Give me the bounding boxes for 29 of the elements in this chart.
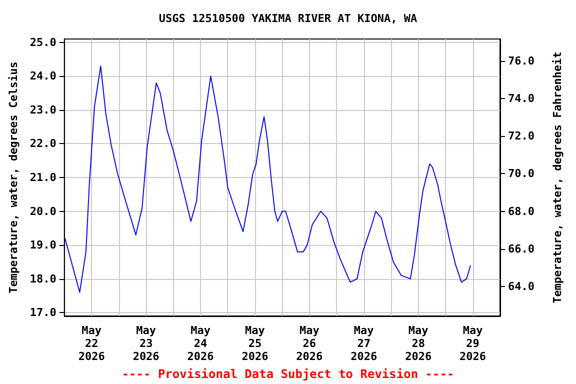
y-tick-label: 19.0 — [30, 238, 56, 252]
y-tick-label: 18.0 — [30, 272, 56, 286]
y-tick-label: 25.0 — [30, 36, 56, 49]
x-tick-label: May 25 2026 — [242, 324, 269, 363]
y2-tick-label: 66.0 — [508, 242, 534, 256]
y-tick-label: 24.0 — [30, 70, 56, 83]
y-tick-label: 21.0 — [30, 171, 56, 184]
x-tick-label: May 26 2026 — [296, 324, 324, 363]
chart-title: USGS 12510500 YAKIMA RIVER AT KIONA, WA — [158, 12, 418, 25]
y-axis-title: Temperature, water, degrees Celsius — [7, 62, 20, 294]
x-tick-label: May 24 2026 — [187, 324, 214, 363]
y2-tick-label: 72.0 — [508, 130, 534, 143]
y2-tick-label: 76.0 — [508, 54, 534, 68]
x-tick-label: May 27 2026 — [350, 324, 378, 363]
x-tick-label: May 29 2026 — [460, 324, 486, 363]
x-tick-label: May 23 2026 — [132, 324, 160, 363]
x-tick-label: May 28 2026 — [405, 324, 432, 363]
y2-tick-label: 64.0 — [508, 280, 534, 293]
y-tick-label: 22.0 — [30, 137, 56, 150]
line-series — [64, 66, 472, 293]
y-tick-label: 20.0 — [30, 204, 56, 218]
y-tick-label: 17.0 — [30, 306, 56, 320]
y2-tick-label: 68.0 — [508, 204, 534, 218]
x-tick-label: May 22 2026 — [78, 324, 106, 363]
text: ---- Provisional Data Subject to Revision ---- — [122, 367, 454, 381]
y-tick-label: 23.0 — [30, 103, 56, 116]
y2-axis-title: Temperature, water, degrees Fahrenheit — [551, 52, 564, 304]
y2-tick-label: 70.0 — [508, 167, 534, 180]
y2-tick-label: 74.0 — [508, 92, 534, 106]
